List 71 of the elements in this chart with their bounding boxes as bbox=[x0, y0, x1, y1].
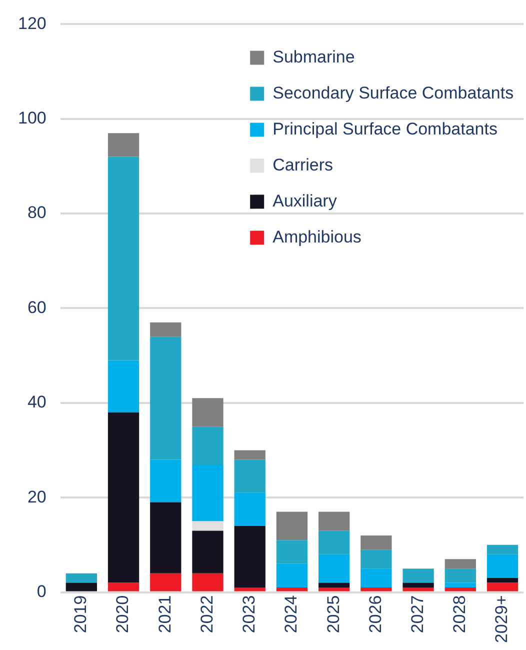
y-tick-label: 0 bbox=[36, 582, 46, 601]
bar bbox=[360, 550, 392, 569]
x-tick-label: 2027 bbox=[408, 595, 427, 634]
legend-label: Submarine bbox=[272, 47, 355, 66]
y-tick-label: 40 bbox=[27, 392, 46, 412]
bar bbox=[444, 568, 476, 583]
bar bbox=[360, 588, 392, 592]
bar bbox=[486, 582, 518, 592]
bar bbox=[276, 564, 308, 588]
bar bbox=[444, 559, 476, 569]
bar bbox=[360, 568, 392, 588]
bar bbox=[486, 578, 518, 583]
bar bbox=[150, 573, 182, 592]
bar bbox=[276, 588, 308, 592]
bar bbox=[192, 573, 224, 592]
bar bbox=[192, 398, 224, 427]
x-tick-label: 2029+ bbox=[492, 595, 512, 644]
bar bbox=[402, 582, 434, 588]
bar bbox=[108, 360, 140, 412]
bar bbox=[276, 540, 308, 564]
bar bbox=[66, 582, 97, 592]
legend-label: Carriers bbox=[272, 155, 334, 174]
bar bbox=[108, 156, 140, 360]
bar bbox=[444, 582, 476, 588]
bar bbox=[150, 336, 182, 460]
bar bbox=[108, 133, 140, 157]
x-tick-label: 2025 bbox=[324, 595, 343, 634]
legend-label: Amphibious bbox=[272, 227, 362, 246]
bar bbox=[402, 568, 434, 583]
bar bbox=[150, 322, 182, 337]
y-tick-label: 120 bbox=[18, 14, 46, 33]
bar bbox=[234, 450, 266, 460]
bar bbox=[108, 582, 140, 592]
legend-label: Secondary Surface Combatants bbox=[272, 83, 514, 102]
bar bbox=[192, 426, 224, 464]
bar bbox=[486, 544, 518, 554]
bar bbox=[486, 554, 518, 578]
x-tick-label: 2021 bbox=[155, 595, 174, 634]
bar bbox=[66, 573, 97, 583]
bar bbox=[318, 582, 350, 588]
y-tick-label: 60 bbox=[27, 298, 46, 317]
bar bbox=[150, 460, 182, 502]
bar bbox=[234, 588, 266, 592]
bar bbox=[318, 554, 350, 583]
bar bbox=[402, 588, 434, 592]
bar bbox=[108, 412, 140, 583]
legend-label: Auxiliary bbox=[272, 191, 338, 210]
y-tick-label: 100 bbox=[18, 108, 46, 128]
x-tick-label: 2024 bbox=[282, 595, 301, 634]
x-tick-label: 2019 bbox=[71, 595, 90, 634]
bar bbox=[318, 512, 350, 531]
bar bbox=[234, 492, 266, 526]
y-tick-label: 80 bbox=[27, 203, 46, 222]
x-tick-label: 2020 bbox=[113, 595, 132, 634]
bar bbox=[444, 588, 476, 592]
bar bbox=[192, 530, 224, 574]
legend-label: Principal Surface Combatants bbox=[272, 119, 498, 138]
bar bbox=[318, 530, 350, 554]
bar bbox=[276, 512, 308, 540]
bar bbox=[234, 526, 266, 588]
bar bbox=[192, 521, 224, 531]
x-tick-label: 2026 bbox=[366, 595, 385, 634]
bar bbox=[150, 502, 182, 574]
bar bbox=[360, 535, 392, 550]
bar bbox=[234, 460, 266, 493]
bar bbox=[318, 588, 350, 592]
y-tick-label: 20 bbox=[27, 487, 46, 506]
x-tick-label: 2028 bbox=[450, 595, 470, 634]
bar bbox=[192, 464, 224, 522]
x-tick-label: 2023 bbox=[240, 595, 259, 634]
x-tick-label: 2022 bbox=[197, 595, 216, 634]
